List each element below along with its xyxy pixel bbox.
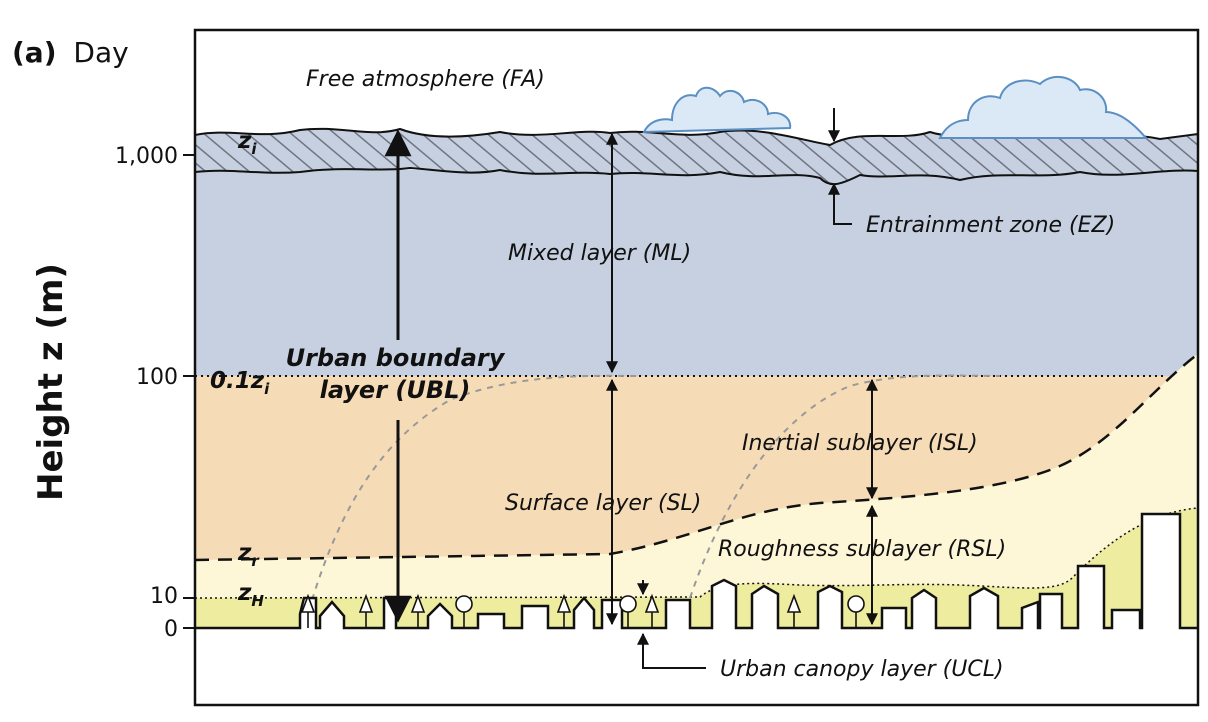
panel-name: Day [73,36,128,69]
zi-fraction-label: 0.1zi [210,368,270,398]
tree-icons [300,593,865,628]
internal-boundary-curve-1 [311,374,641,601]
mixed-layer-label: Mixed layer (ML) [508,241,691,266]
zi-label: zi [237,128,257,158]
ucl-leader [637,632,706,669]
surface-layer-label: Surface layer (SL) [505,491,701,516]
tick-label-0: 0 [164,617,178,642]
free-atmosphere-label: Free atmosphere (FA) [306,67,545,92]
entrainment-zone-label: Entrainment zone (EZ) [866,213,1115,238]
ground [195,628,1198,705]
zh-label: zH [237,580,264,610]
zr-label: zr [237,540,260,570]
panel-letter: (a) [12,36,57,69]
zh-line [195,507,1198,599]
tick-label-10: 10 [150,584,178,609]
ubl-label-line1: Urban boundary [286,344,506,372]
plot-frame [193,28,1200,707]
y-axis-label: Height z (m) [31,263,71,501]
cloud-right [938,75,1149,139]
roughness-sublayer-label: Roughness sublayer (RSL) [718,537,1006,562]
dimension-arrows [384,108,878,669]
zr-line [195,353,1198,562]
inertial-sublayer-band [195,354,1198,628]
ubl-label-line2: layer (UBL) [320,376,471,404]
panel-title: (a) Day [12,36,129,69]
entrainment-zone-band [195,127,1198,186]
inertial-sublayer-label: Inertial sublayer (ISL) [742,431,978,456]
canopy-layer-label: Urban canopy layer (UCL) [720,657,1004,682]
mixed-layer-band [195,170,1198,377]
tick-label-100: 100 [136,365,178,390]
cloud-left [642,86,792,134]
urban-buildings [195,512,1198,630]
ez-leader [828,182,852,225]
internal-boundary-curve-2 [689,374,1001,599]
y-axis-ticks [183,154,195,629]
tick-label-1000: 1,000 [115,144,178,169]
